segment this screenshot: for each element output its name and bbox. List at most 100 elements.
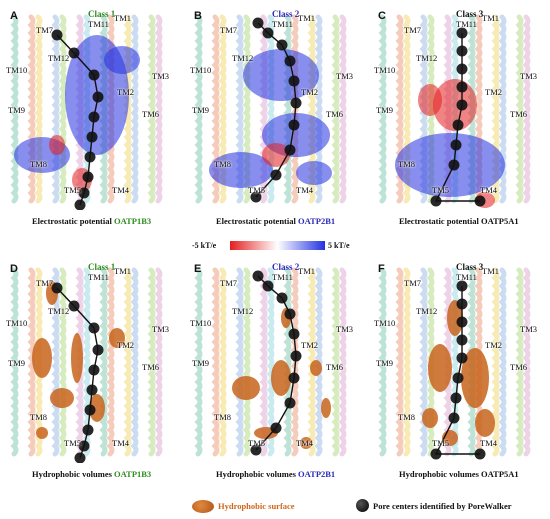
tm-label-tm10: TM10 <box>190 318 212 328</box>
tm-label-tm4: TM4 <box>112 185 129 195</box>
tm-label-tm1: TM1 <box>298 13 315 23</box>
pore-center-sphere <box>474 448 486 460</box>
pore-center-sphere <box>288 119 300 131</box>
helix-ribbon <box>194 267 203 457</box>
structure-rendering <box>10 267 163 463</box>
pore-center-sphere <box>92 344 104 356</box>
tm-label-tm11: TM11 <box>88 19 109 29</box>
panel-e: E Class 2 TM1 TM2 TM3 TM4 TM5 TM6 TM7 TM8 TM9 TM10 T… <box>186 258 364 479</box>
pore-center-sphere <box>474 195 486 207</box>
hydrophobic-surface <box>310 360 322 376</box>
panel-letter: D <box>10 263 18 275</box>
pore-center-sphere <box>88 364 100 376</box>
hydrophobic-surface <box>300 437 312 449</box>
pore-center-sphere <box>51 29 63 41</box>
pore-center-sphere <box>456 334 468 346</box>
pore-center-sphere <box>290 97 302 109</box>
hydrophobic-surface <box>428 344 452 392</box>
tm-label-tm3: TM3 <box>520 324 537 334</box>
caption-protein: OATP1B3 <box>114 216 152 226</box>
tm-label-tm10: TM10 <box>6 65 28 75</box>
tm-label-tm6: TM6 <box>326 362 343 372</box>
structure-rendering <box>378 267 531 460</box>
panel-letter: B <box>194 10 202 22</box>
helix-ribbon <box>395 267 404 457</box>
tm-label-tm2: TM2 <box>485 340 502 350</box>
tm-label-tm3: TM3 <box>336 324 353 334</box>
tm-label-tm2: TM2 <box>301 87 318 97</box>
tm-label-tm4: TM4 <box>296 185 313 195</box>
panel-c: C Class 3 TM1 TM2 TM3 TM4 TM5 TM6 TM7 TM8 TM9 TM10 T… <box>370 5 548 226</box>
hydrophobic-surface <box>271 360 291 396</box>
helix-ribbon <box>331 267 340 457</box>
helix-ribbon <box>419 267 428 457</box>
tm-label-tm8: TM8 <box>214 159 231 169</box>
tm-label-tm2: TM2 <box>117 87 134 97</box>
hydrophobic-surface <box>232 376 260 400</box>
caption-protein: OATP1B3 <box>114 469 152 479</box>
helix-ribbon <box>82 267 91 457</box>
pore-center-sphere <box>276 292 288 304</box>
panel-letter: E <box>194 263 202 275</box>
tm-label-tm7: TM7 <box>36 278 53 288</box>
tm-label-tm11: TM11 <box>88 272 109 282</box>
tm-label-tm12: TM12 <box>416 53 438 63</box>
tm-label-tm3: TM3 <box>152 324 169 334</box>
tm-label-tm1: TM1 <box>114 13 131 23</box>
tm-label-tm6: TM6 <box>142 362 159 372</box>
helix-ribbon <box>242 267 251 457</box>
tm-label-tm9: TM9 <box>8 358 25 368</box>
pore-center-sphere <box>448 412 460 424</box>
pore-center-sphere <box>270 422 282 434</box>
tm-label-tm5: TM5 <box>432 185 449 195</box>
caption-prefix: Electrostatic potential <box>399 216 479 226</box>
hydrophobic-surface <box>36 427 48 439</box>
helix-ribbon <box>515 267 524 457</box>
hydrophobic-surface <box>109 328 125 348</box>
helix-ribbon <box>58 14 67 204</box>
pore-center-sphere <box>456 298 468 310</box>
negative-potential-surface <box>49 135 65 155</box>
pore-center-sphere <box>288 372 300 384</box>
helix-ribbon <box>283 14 292 204</box>
tm-label-tm9: TM9 <box>8 105 25 115</box>
helix-ribbon <box>283 267 292 457</box>
tm-label-tm12: TM12 <box>48 53 70 63</box>
class-label: Class 3 <box>456 9 484 19</box>
tm-label-tm2: TM2 <box>301 340 318 350</box>
tm-label-tm11: TM11 <box>456 19 477 29</box>
helix-ribbon <box>211 267 220 457</box>
pore-axis-line <box>255 22 297 198</box>
tm-label-tm5: TM5 <box>248 438 265 448</box>
tm-label-tm8: TM8 <box>398 412 415 422</box>
pore-center-sphere <box>452 119 464 131</box>
helix-ribbon <box>378 14 387 204</box>
helix-ribbon <box>491 267 500 457</box>
pore-center-sphere <box>92 91 104 103</box>
caption-prefix: Hydrophobic volumes <box>216 469 296 479</box>
panel-letter: F <box>378 263 385 275</box>
electrostatic-colorbar <box>230 241 325 250</box>
tm-label-tm8: TM8 <box>30 159 47 169</box>
caption-prefix: Hydrophobic volumes <box>399 469 479 479</box>
pore-center-sphere <box>450 139 462 151</box>
helix-ribbon <box>259 267 268 457</box>
tm-label-tm9: TM9 <box>192 358 209 368</box>
hydrophobic-surface <box>71 333 83 383</box>
pore-center-sphere <box>284 397 296 409</box>
helix-ribbon <box>147 14 156 204</box>
tm-label-tm4: TM4 <box>296 438 313 448</box>
pore-center-sphere <box>88 322 100 334</box>
panel-letter: A <box>10 10 18 22</box>
pore-center-swatch-icon <box>356 499 369 512</box>
pore-center-sphere <box>252 270 264 282</box>
pore-center-sphere <box>78 187 90 199</box>
class-label: Class 3 <box>456 262 484 272</box>
helix-ribbon <box>51 14 60 204</box>
helix-ribbon <box>218 267 227 457</box>
pore-center-sphere <box>68 47 80 59</box>
pore-center-sphere <box>86 131 98 143</box>
tm-label-tm10: TM10 <box>190 65 212 75</box>
pore-center-sphere <box>262 280 274 292</box>
tm-label-tm1: TM1 <box>482 13 499 23</box>
